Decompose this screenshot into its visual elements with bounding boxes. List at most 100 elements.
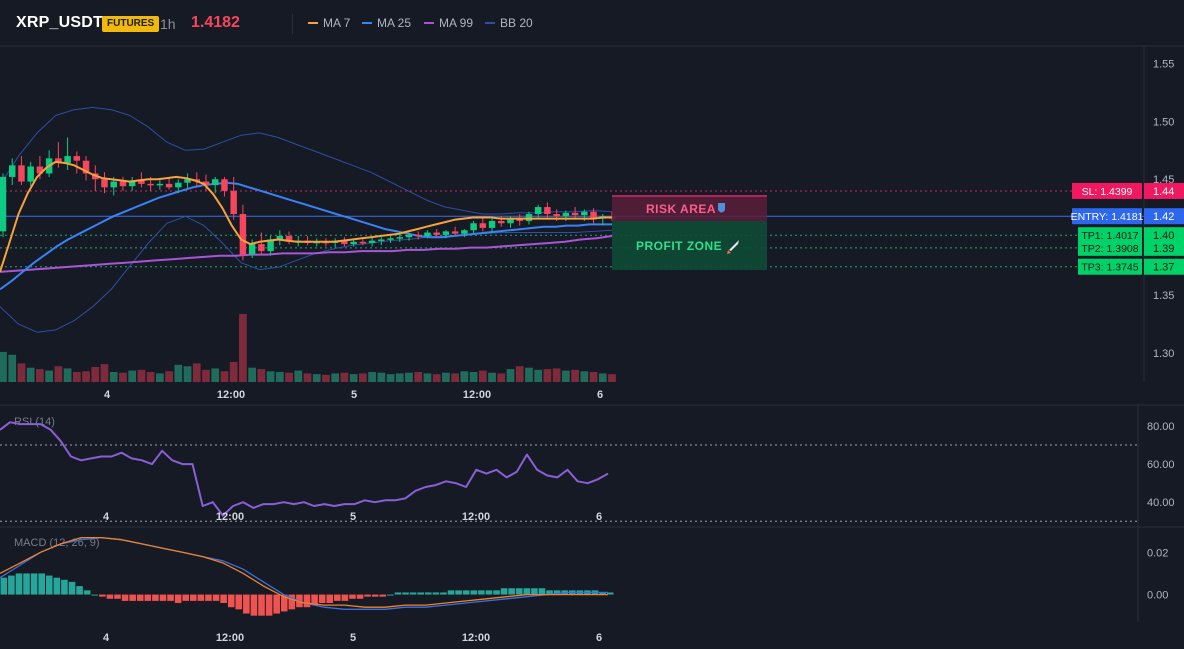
volume-bar	[0, 351, 7, 382]
candle-body	[516, 218, 523, 221]
macd-histogram-bar	[250, 594, 258, 616]
candle-body	[396, 237, 404, 239]
candle-body	[571, 212, 579, 216]
macd-histogram-bar	[546, 590, 553, 595]
timeframe-label[interactable]: 1h	[160, 16, 176, 32]
macd-histogram-bar	[493, 590, 500, 595]
volume-bar	[8, 354, 17, 382]
macd-histogram-bar	[311, 594, 318, 606]
candle-body	[82, 160, 90, 174]
ma99-line	[0, 235, 613, 273]
candle-body	[73, 156, 81, 161]
volume-bar	[137, 369, 146, 382]
volume-bar	[91, 366, 100, 382]
volume-bar	[100, 364, 109, 382]
symbol-title[interactable]: XRP_USDT	[16, 14, 103, 31]
candle-body	[202, 181, 210, 186]
volume-bar	[349, 374, 358, 382]
macd-histogram-bar	[273, 594, 280, 614]
macd-histogram-bar	[515, 588, 523, 595]
rsi-pane: RSI (14) 80.00 60.00 40.00	[0, 416, 1175, 522]
legend-ma99[interactable]: MA 99	[424, 16, 473, 30]
macd-histogram-bar	[531, 588, 538, 595]
time-axis-label: 6	[596, 632, 602, 644]
volume-bar	[165, 371, 173, 382]
volume-bar	[146, 371, 155, 382]
volume-bar	[368, 371, 376, 382]
macd-histogram-bar	[356, 594, 364, 599]
entry-tag	[1072, 208, 1142, 225]
volume-bar	[275, 371, 284, 382]
candle-body	[211, 179, 219, 186]
macd-histogram-bar	[538, 588, 546, 595]
candle-body	[8, 165, 16, 177]
macd-histogram-bar	[379, 594, 387, 597]
legend-swatch	[362, 22, 372, 24]
legend-ma25[interactable]: MA 25	[362, 16, 411, 30]
volume-bar	[340, 372, 349, 382]
candle-body	[553, 214, 560, 217]
macd-histogram-bar	[174, 594, 182, 603]
candle-body	[562, 212, 570, 217]
volume-bar	[63, 368, 72, 382]
macd-histogram-bar	[417, 592, 424, 595]
sl-tag-label: SL: 1.4399	[1082, 186, 1133, 198]
legend-swatch	[485, 22, 495, 24]
sl-axis-tag	[1144, 182, 1184, 199]
macd-histogram-bar	[212, 594, 220, 601]
volume-bar	[543, 369, 552, 382]
macd-histogram-bar	[280, 594, 288, 612]
macd-histogram-bar	[553, 590, 561, 595]
macd-histogram-bar	[53, 577, 61, 595]
volume-bar	[183, 366, 192, 382]
candle-body	[267, 239, 274, 252]
candle-body	[101, 179, 108, 188]
candle-body	[451, 231, 459, 234]
volume-bar	[303, 373, 312, 382]
candle-body	[387, 238, 394, 240]
volume-bar	[266, 371, 275, 382]
volume-bar	[192, 363, 201, 382]
tp1-tag-label: TP1: 1.4017	[1081, 230, 1138, 242]
ma25-line	[0, 181, 612, 291]
trade-zones: RISK AREA PROFIT ZONE	[612, 195, 767, 270]
futures-badge: FUTURES	[102, 16, 160, 32]
volume-bar	[36, 369, 44, 382]
candle-body	[405, 234, 413, 238]
time-axis-label: 5	[350, 632, 356, 644]
volume-bar	[534, 369, 543, 382]
time-axis-label: 6	[597, 389, 603, 401]
candle-body	[36, 166, 44, 174]
candle-body	[184, 179, 191, 183]
macd-histogram-bar	[387, 594, 394, 596]
volume-bar	[202, 369, 210, 382]
candle-body	[498, 220, 505, 224]
candle-body	[424, 232, 431, 237]
bb-upper-line	[0, 106, 613, 215]
tp1-axis-tag	[1144, 227, 1184, 244]
legend-label: MA 25	[377, 16, 412, 30]
shield-icon	[718, 203, 725, 213]
profit-zone	[612, 221, 767, 270]
rsi-axis-label: 40.00	[1147, 497, 1175, 509]
volume-bar	[386, 374, 395, 382]
macd-histogram-bar	[265, 594, 273, 616]
candle-body	[239, 214, 247, 255]
legend-bb20[interactable]: BB 20	[485, 16, 533, 30]
volume-bar	[322, 374, 330, 382]
candle-body	[525, 214, 533, 221]
macd-histogram-bar	[455, 590, 462, 595]
legend-ma7[interactable]: MA 7	[308, 16, 350, 30]
candle-body	[507, 218, 514, 224]
candle-body	[544, 207, 551, 214]
macd-histogram-bar	[68, 581, 76, 595]
macd-histogram-bar	[152, 594, 159, 601]
macd-histogram-bar	[432, 592, 440, 595]
macd-histogram-bar	[83, 590, 91, 595]
macd-histogram-bar	[106, 594, 114, 599]
macd-histogram-bar	[599, 592, 606, 595]
rsi-axis-label: 80.00	[1147, 421, 1175, 433]
bb-lower-line	[0, 215, 613, 333]
volume-bar	[220, 371, 229, 382]
